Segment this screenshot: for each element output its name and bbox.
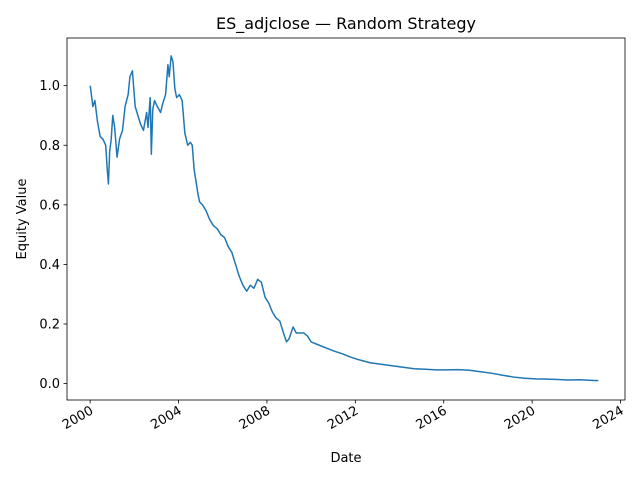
y-tick-label: 0.2 <box>39 318 60 333</box>
equity-series-line <box>89 55 599 382</box>
y-tick-label: 0.6 <box>39 198 60 213</box>
y-tick-label: 1.0 <box>39 79 60 94</box>
y-tick-label: 0.0 <box>39 377 60 392</box>
axes-frame <box>66 37 626 401</box>
x-axis-label: Date <box>330 451 361 466</box>
y-tick-label: 0.4 <box>39 258 60 273</box>
y-axis: 0.0 0.2 0.4 0.6 0.8 1.0 <box>39 79 67 392</box>
plot-area <box>89 55 599 382</box>
y-tick-label: 0.8 <box>39 139 60 154</box>
y-axis-label: Equity Value <box>15 179 30 260</box>
chart-title: ES_adjclose — Random Strategy <box>216 14 476 34</box>
